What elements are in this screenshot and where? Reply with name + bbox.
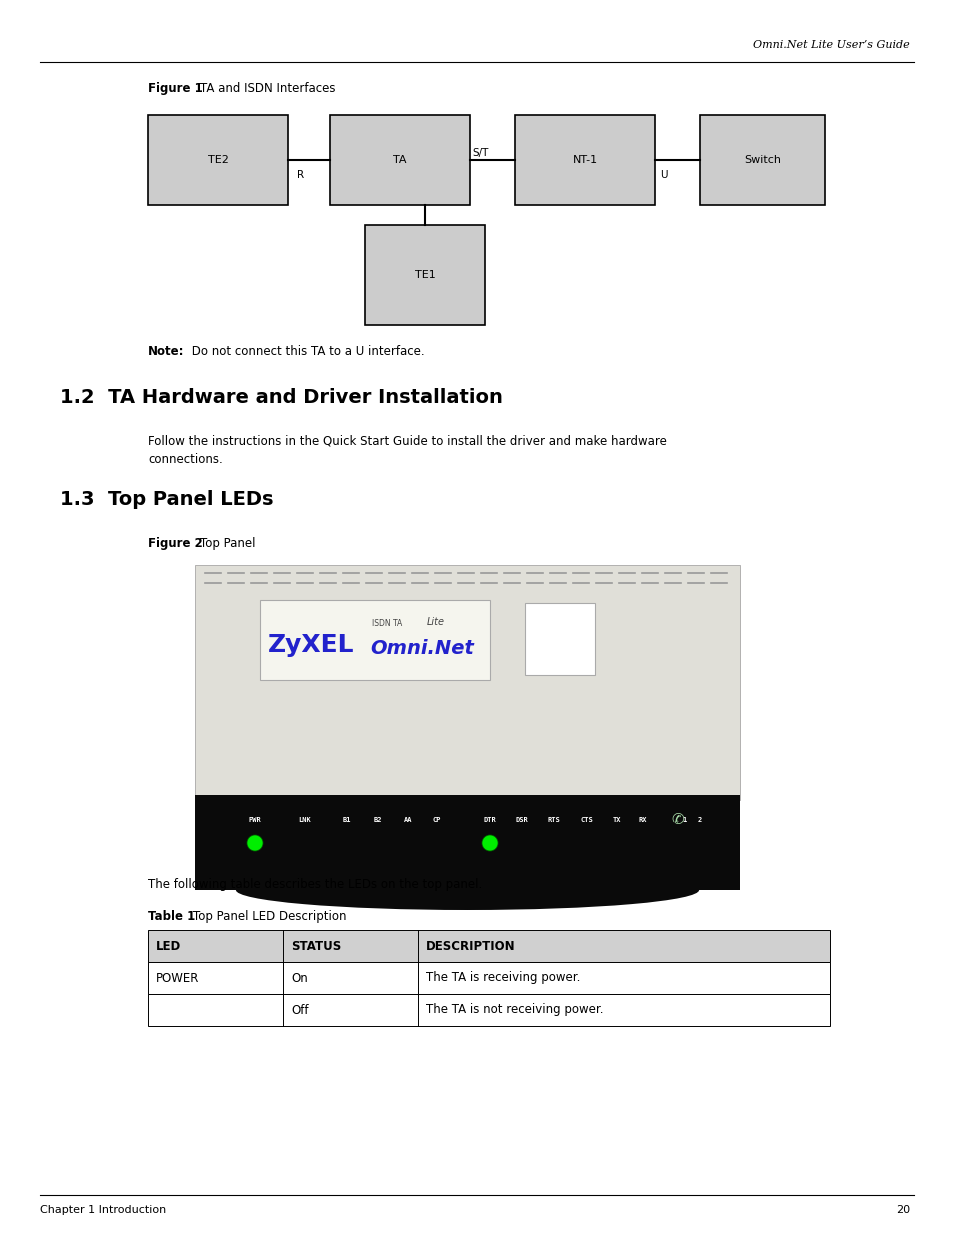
Text: LNK: LNK <box>298 818 311 823</box>
Text: S/T: S/T <box>472 148 488 158</box>
Bar <box>148 994 829 1026</box>
Text: Chapter 1 Introduction: Chapter 1 Introduction <box>40 1205 166 1215</box>
Text: U: U <box>659 170 667 180</box>
Bar <box>148 115 288 205</box>
Text: 1: 1 <box>682 818 686 823</box>
Text: TA and ISDN Interfaces: TA and ISDN Interfaces <box>200 82 335 95</box>
Bar <box>700 115 824 205</box>
Text: CP: CP <box>433 818 441 823</box>
Text: Top Panel: Top Panel <box>200 537 255 550</box>
Text: Do not connect this TA to a U interface.: Do not connect this TA to a U interface. <box>188 345 424 358</box>
Text: LED: LED <box>156 940 181 952</box>
Text: DSR: DSR <box>515 818 528 823</box>
Text: AA: AA <box>403 818 412 823</box>
Text: POWER: POWER <box>156 972 199 984</box>
Text: Note:: Note: <box>148 345 184 358</box>
Bar <box>524 603 595 676</box>
Text: RTS: RTS <box>547 818 559 823</box>
Text: Figure 2: Figure 2 <box>148 537 203 550</box>
Text: TX: TX <box>612 818 620 823</box>
Text: Off: Off <box>291 1004 308 1016</box>
Text: Table 1: Table 1 <box>148 910 195 923</box>
Text: 2: 2 <box>698 818 701 823</box>
Bar <box>260 600 490 680</box>
Text: The following table describes the LEDs on the top panel.: The following table describes the LEDs o… <box>148 878 482 890</box>
Text: B2: B2 <box>374 818 382 823</box>
Text: ZyXEL: ZyXEL <box>268 634 355 657</box>
Bar <box>194 795 740 890</box>
Text: STATUS: STATUS <box>291 940 341 952</box>
Text: Follow the instructions in the Quick Start Guide to install the driver and make : Follow the instructions in the Quick Sta… <box>148 435 666 448</box>
Text: PWR: PWR <box>249 818 261 823</box>
Ellipse shape <box>481 835 497 851</box>
Text: DESCRIPTION: DESCRIPTION <box>426 940 515 952</box>
Text: 20: 20 <box>895 1205 909 1215</box>
Bar <box>194 564 740 800</box>
Ellipse shape <box>235 869 699 910</box>
Text: The TA is not receiving power.: The TA is not receiving power. <box>426 1004 603 1016</box>
Text: Figure 1: Figure 1 <box>148 82 203 95</box>
Text: ✆: ✆ <box>671 811 683 827</box>
Text: TE1: TE1 <box>415 270 435 280</box>
Text: RX: RX <box>639 818 646 823</box>
Text: 1.2  TA Hardware and Driver Installation: 1.2 TA Hardware and Driver Installation <box>60 388 502 408</box>
Text: Omni.Net Lite User’s Guide: Omni.Net Lite User’s Guide <box>753 40 909 49</box>
Text: DTR: DTR <box>483 818 496 823</box>
Bar <box>148 930 829 962</box>
Text: Top Panel LED Description: Top Panel LED Description <box>193 910 346 923</box>
Bar <box>148 962 829 994</box>
Bar <box>365 225 484 325</box>
Text: CTS: CTS <box>580 818 593 823</box>
Ellipse shape <box>247 835 263 851</box>
Text: R: R <box>296 170 304 180</box>
Text: TE2: TE2 <box>208 156 228 165</box>
Text: On: On <box>291 972 308 984</box>
Text: 1.3  Top Panel LEDs: 1.3 Top Panel LEDs <box>60 490 274 509</box>
Text: Switch: Switch <box>743 156 781 165</box>
Bar <box>515 115 655 205</box>
Text: connections.: connections. <box>148 453 222 466</box>
Text: The TA is receiving power.: The TA is receiving power. <box>426 972 579 984</box>
Text: Omni.Net: Omni.Net <box>370 638 474 657</box>
Text: ISDN TA: ISDN TA <box>372 620 402 629</box>
Text: B1: B1 <box>342 818 351 823</box>
Text: NT-1: NT-1 <box>572 156 597 165</box>
Bar <box>330 115 470 205</box>
Text: Lite: Lite <box>427 618 444 627</box>
Text: TA: TA <box>393 156 406 165</box>
